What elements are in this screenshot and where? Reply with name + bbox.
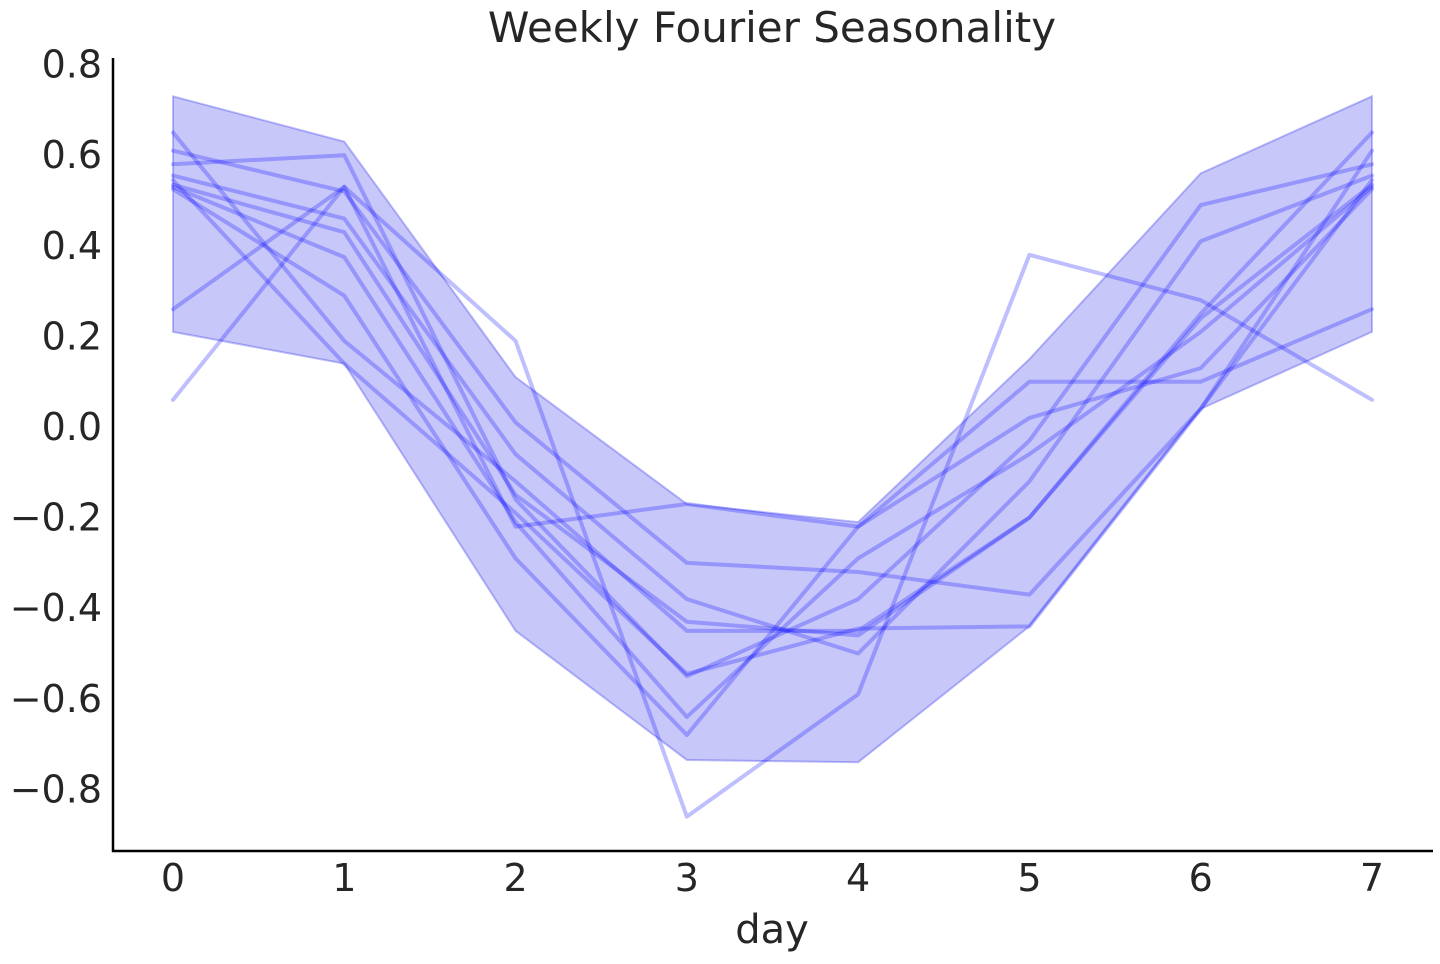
series-line-sample-1 <box>171 184 1374 819</box>
x-tick-label: 4 <box>846 856 870 900</box>
y-tick-label: −0.2 <box>10 496 102 540</box>
x-tick-label: 0 <box>161 856 185 900</box>
plot-area <box>171 94 1374 819</box>
series-line-sample-7 <box>171 182 1374 638</box>
series-line-sample-6 <box>171 173 1374 656</box>
x-tick-label: 6 <box>1189 856 1213 900</box>
series-line-sample-10 <box>171 178 1374 676</box>
axes <box>111 58 1433 853</box>
y-tick-label: 0.0 <box>42 405 102 449</box>
y-tick-label: 0.6 <box>42 133 102 177</box>
y-tick-label: −0.6 <box>10 677 102 721</box>
y-tick-label: −0.4 <box>10 586 102 630</box>
series-line-sample-9 <box>171 187 1374 738</box>
series-line-sample-4 <box>171 130 1374 633</box>
x-ticks: 0 1 2 3 4 5 6 7 <box>161 856 1384 900</box>
y-tick-label: −0.8 <box>10 767 102 811</box>
y-tick-label: 0.8 <box>42 43 102 87</box>
x-tick-label: 5 <box>1017 856 1041 900</box>
x-tick-label: 2 <box>503 856 527 900</box>
y-tick-label: 0.4 <box>42 224 102 268</box>
y-ticks: 0.8 0.6 0.4 0.2 0.0 −0.2 −0.4 −0.6 −0.8 <box>10 43 102 812</box>
chart-title: Weekly Fourier Seasonality <box>488 3 1056 52</box>
uncertainty-band <box>172 94 1373 764</box>
series-line-sample-3 <box>171 148 1374 597</box>
x-tick-label: 7 <box>1360 856 1384 900</box>
series-line-sample-2 <box>171 184 1374 529</box>
x-axis-label: day <box>735 907 809 953</box>
y-tick-label: 0.2 <box>42 314 102 358</box>
series-line-sample-5 <box>171 153 1374 679</box>
x-tick-label: 3 <box>675 856 699 900</box>
x-tick-label: 1 <box>332 856 356 900</box>
series-line-sample-8 <box>171 184 1374 719</box>
